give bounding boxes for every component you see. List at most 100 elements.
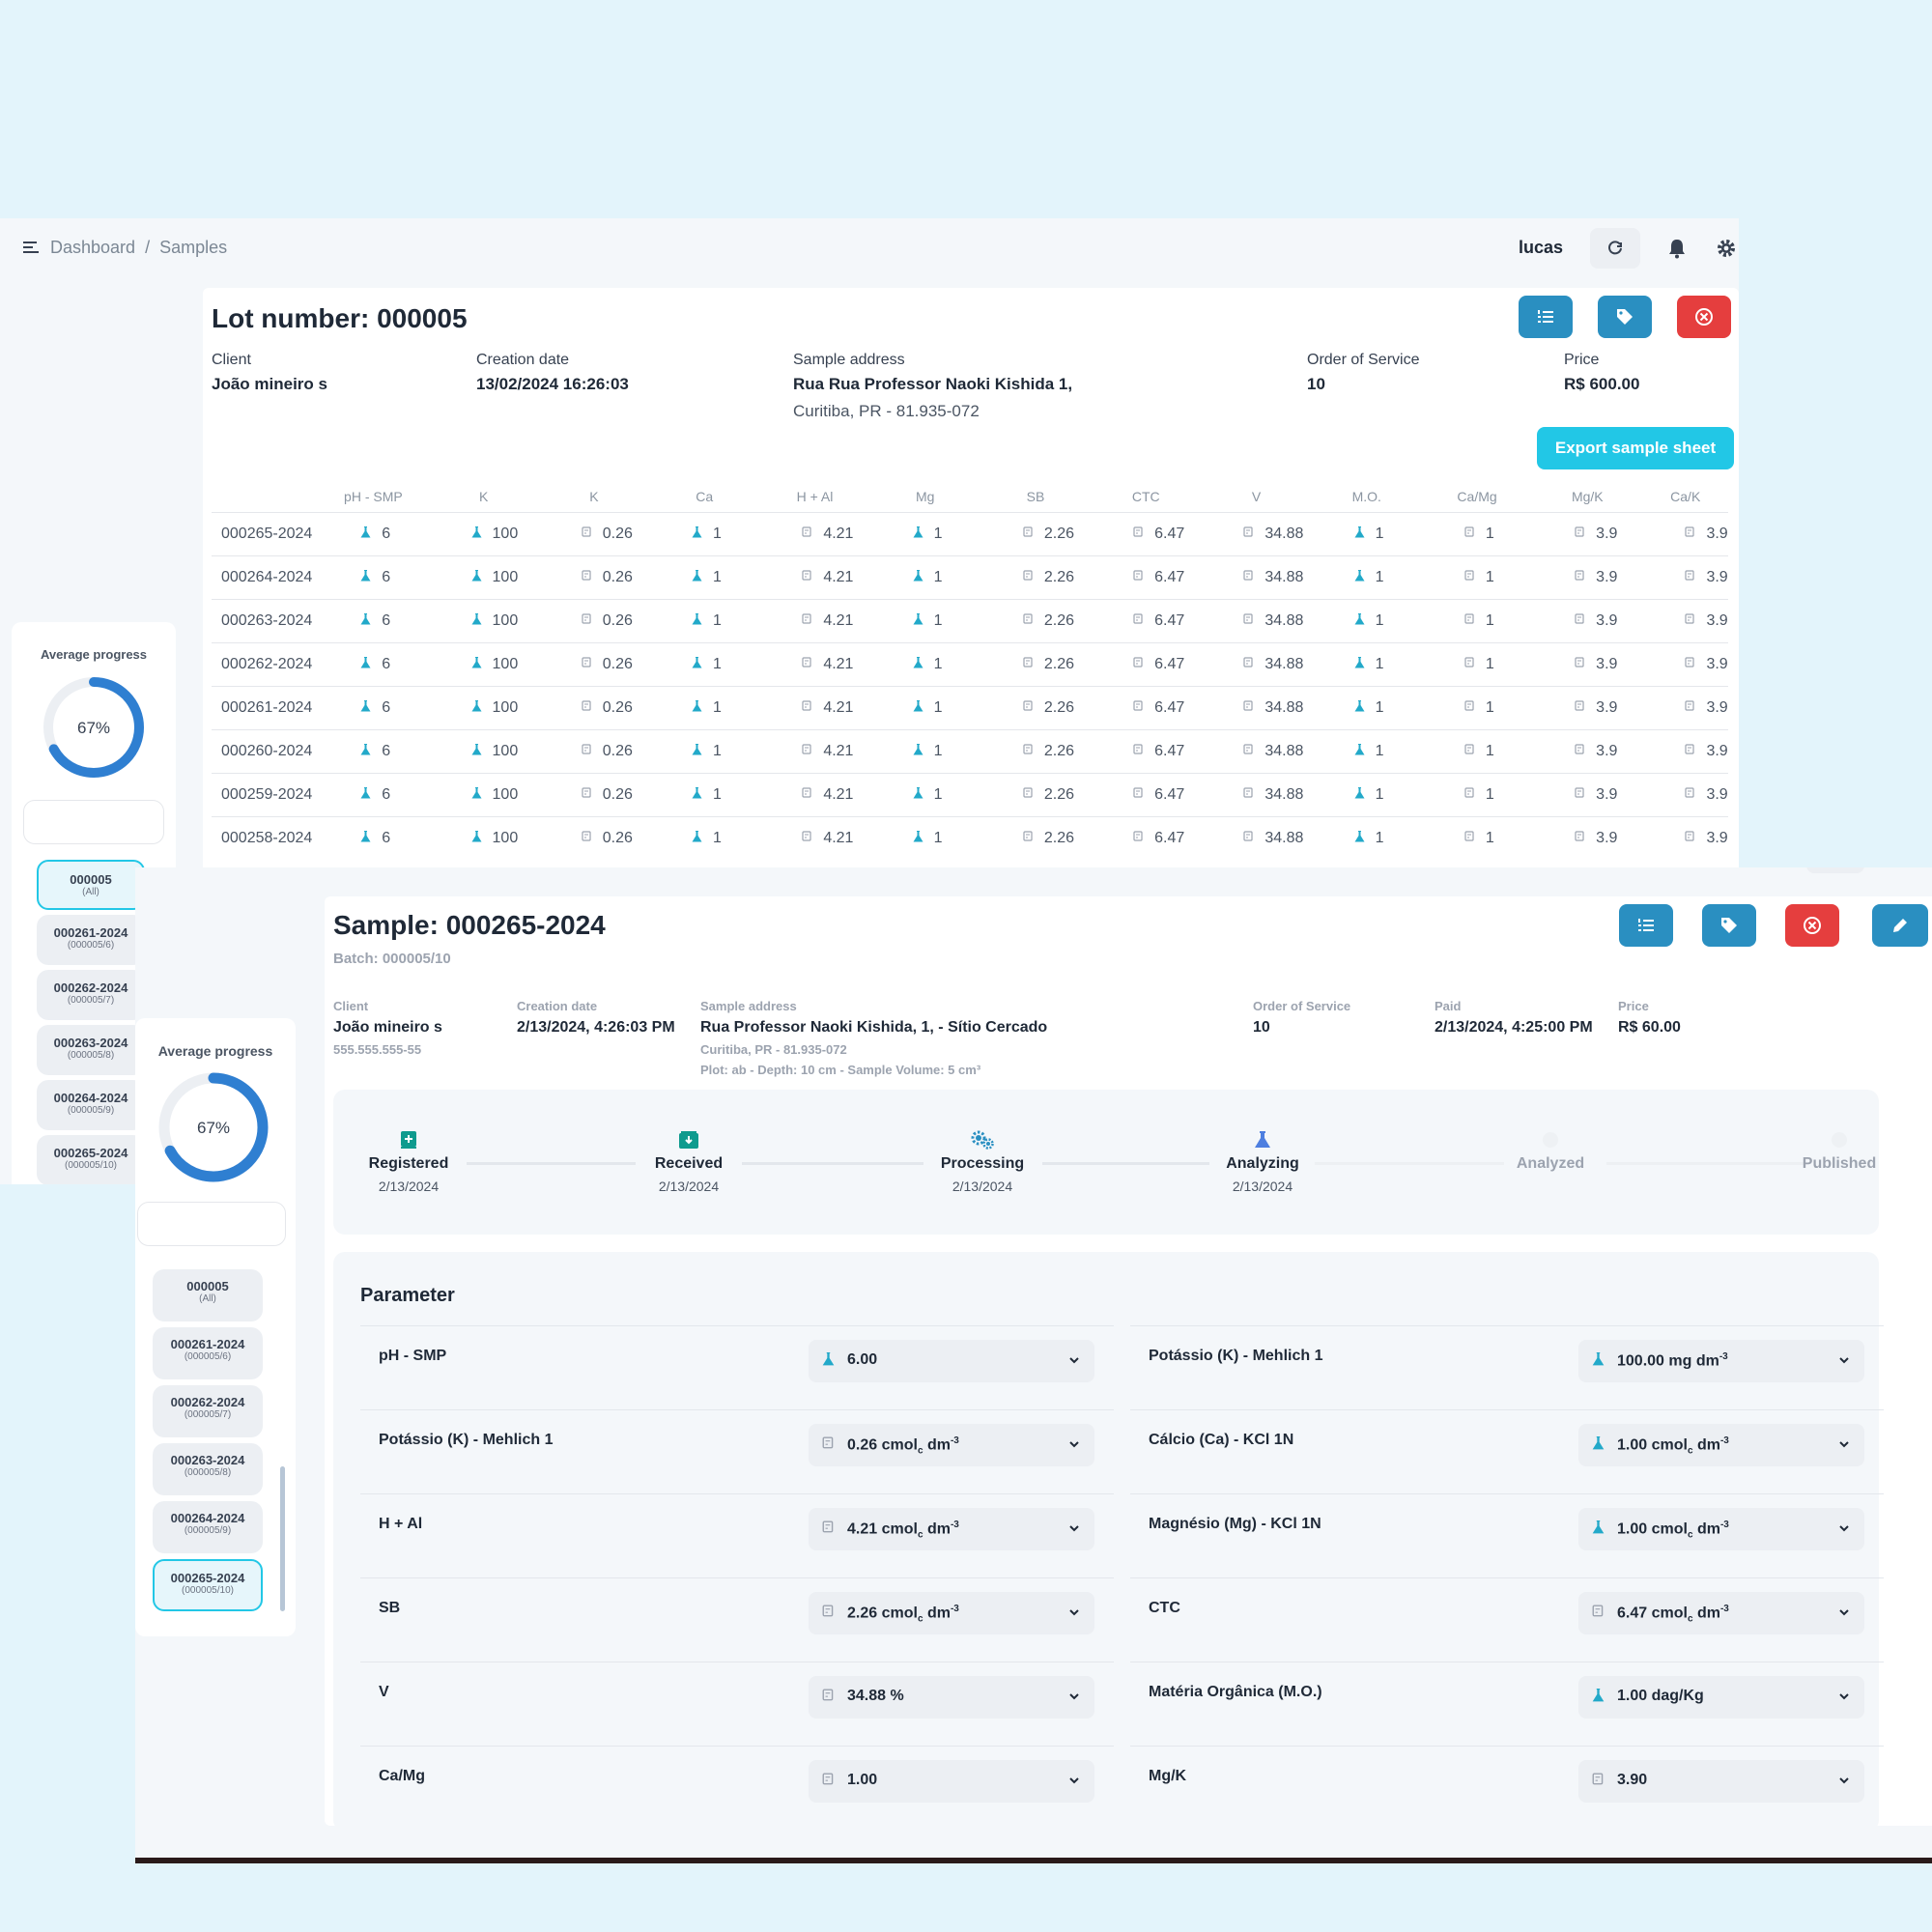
column-header[interactable]: Mg/K xyxy=(1571,488,1604,504)
column-header[interactable]: M.O. xyxy=(1351,488,1381,504)
table-cell: 100 xyxy=(428,598,539,642)
menu-icon[interactable] xyxy=(23,240,41,255)
table-row[interactable]: 000260-2024 6 100 0.26 1 4.21 1 2.26 6.47 34.88 1 1… xyxy=(212,728,1728,773)
table-cell: 34.88 xyxy=(1201,685,1312,729)
sidebar-item[interactable]: 000263-2024 (000005/8) xyxy=(153,1443,263,1495)
sidebar-item[interactable]: 000264-2024 (000005/9) xyxy=(37,1080,145,1130)
parameter-select[interactable]: 1.00 cmolc dm-3 xyxy=(1578,1424,1864,1466)
sample-id-cell[interactable]: 000258-2024 xyxy=(212,815,319,860)
table-cell: 100 xyxy=(428,772,539,816)
column-header[interactable]: V xyxy=(1251,488,1262,504)
cell-value: 6 xyxy=(382,655,391,672)
parameter-select[interactable]: 1.00 dag/Kg xyxy=(1578,1676,1864,1719)
sample-id-cell[interactable]: 000265-2024 xyxy=(212,511,319,555)
sample-id-cell[interactable]: 000260-2024 xyxy=(212,728,319,773)
user-name[interactable]: lucas xyxy=(1519,238,1564,257)
sidebar-item[interactable]: 000261-2024 (000005/6) xyxy=(37,915,145,965)
sidebar-item[interactable]: 000263-2024 (000005/8) xyxy=(37,1025,145,1075)
list-button[interactable] xyxy=(1519,296,1573,338)
sidebar-item[interactable]: 000265-2024 (000005/10) xyxy=(37,1135,145,1184)
column-header[interactable]: Mg xyxy=(915,488,935,504)
parameter-select[interactable]: 0.26 cmolc dm-3 xyxy=(809,1424,1094,1466)
step-date: 2/13/2024 xyxy=(1232,1179,1293,1194)
cell-value: 1 xyxy=(933,655,943,672)
sidebar-scrollbar[interactable] xyxy=(280,1466,285,1611)
sidebar-item[interactable]: 000265-2024 (000005/10) xyxy=(153,1559,263,1611)
cancel-button[interactable] xyxy=(1677,296,1731,338)
sidebar-item[interactable]: 000005 (All) xyxy=(37,860,145,910)
column-header[interactable]: H + Al xyxy=(796,488,834,504)
sample-os: Order of Service 10 xyxy=(1253,999,1350,1037)
column-header[interactable]: pH - SMP xyxy=(344,488,403,504)
column-header[interactable]: Ca xyxy=(696,488,714,504)
parameter-select[interactable]: 2.26 cmolc dm-3 xyxy=(809,1592,1094,1634)
sample-search-input[interactable] xyxy=(23,800,164,844)
parameter-select[interactable]: 100.00 mg dm-3 xyxy=(1578,1340,1864,1382)
sidebar-item[interactable]: 000262-2024 (000005/7) xyxy=(37,970,145,1020)
parameter-value: 1.00 xyxy=(847,1772,877,1789)
table-row[interactable]: 000261-2024 6 100 0.26 1 4.21 1 2.26 6.47 34.88 1 1… xyxy=(212,685,1728,729)
parameter-select[interactable]: 1.00 cmolc dm-3 xyxy=(1578,1508,1864,1550)
column-header[interactable]: Ca/K xyxy=(1670,488,1701,504)
bell-icon[interactable] xyxy=(1667,238,1687,259)
table-cell: 6.47 xyxy=(1091,685,1202,729)
cell-value: 6.47 xyxy=(1154,742,1185,759)
parameter-select[interactable]: 6.00 xyxy=(809,1340,1094,1382)
column-header[interactable]: Ca/Mg xyxy=(1457,488,1497,504)
table-row[interactable]: 000258-2024 6 100 0.26 1 4.21 1 2.26 6.47 34.88 1 1… xyxy=(212,815,1728,860)
table-cell: 6 xyxy=(318,815,429,860)
sample-id-cell[interactable]: 000264-2024 xyxy=(212,554,319,599)
cancel-button[interactable] xyxy=(1785,904,1839,947)
edit-button[interactable] xyxy=(1872,904,1928,947)
sample-id-cell[interactable]: 000262-2024 xyxy=(212,641,319,686)
tag-button[interactable] xyxy=(1702,904,1756,947)
publish-icon xyxy=(1832,1132,1847,1148)
cell-value: 1 xyxy=(1485,742,1494,759)
column-header[interactable]: K xyxy=(478,488,489,504)
parameter-value: 1.00 cmolc dm-3 xyxy=(1617,1520,1729,1541)
gear-icon[interactable] xyxy=(1716,238,1737,259)
table-cell: 1 xyxy=(1311,728,1422,773)
cell-value: 4.21 xyxy=(823,655,854,672)
parameter-select[interactable]: 3.90 xyxy=(1578,1760,1864,1803)
table-cell: 4.21 xyxy=(759,728,870,773)
column-header[interactable]: K xyxy=(589,488,599,504)
client-label: Client xyxy=(212,352,251,368)
list-button[interactable] xyxy=(1619,904,1673,947)
sample-id-cell[interactable]: 000261-2024 xyxy=(212,685,319,729)
column-header[interactable]: CTC xyxy=(1131,488,1160,504)
sidebar-item[interactable]: 000261-2024 (000005/6) xyxy=(153,1327,263,1379)
sidebar-item[interactable]: 000264-2024 (000005/9) xyxy=(153,1501,263,1553)
sample-id-cell[interactable]: 000263-2024 xyxy=(212,598,319,642)
breadcrumb-dashboard[interactable]: Dashboard xyxy=(50,238,136,257)
cell-value: 2.26 xyxy=(1043,525,1074,542)
parameter-select[interactable]: 4.21 cmolc dm-3 xyxy=(809,1508,1094,1550)
refresh-button[interactable] xyxy=(1590,228,1640,269)
table-row[interactable]: 000262-2024 6 100 0.26 1 4.21 1 2.26 6.47 34.88 1 1… xyxy=(212,641,1728,686)
flask-icon xyxy=(692,786,703,802)
parameter-select[interactable]: 6.47 cmolc dm-3 xyxy=(1578,1592,1864,1634)
client-value: João mineiro s xyxy=(212,375,327,393)
table-row[interactable]: 000264-2024 6 100 0.26 1 4.21 1 2.26 6.47 34.88 1 1… xyxy=(212,554,1728,599)
table-cell: 0.26 xyxy=(538,511,650,555)
cell-value: 1 xyxy=(713,829,722,846)
table-row[interactable]: 000259-2024 6 100 0.26 1 4.21 1 2.26 6.47 34.88 1 1… xyxy=(212,772,1728,816)
export-sample-sheet-button[interactable]: Export sample sheet xyxy=(1537,427,1734,469)
parameter-select[interactable]: 1.00 xyxy=(809,1760,1094,1803)
breadcrumb-samples[interactable]: Samples xyxy=(159,238,228,257)
sample-search-input[interactable] xyxy=(137,1202,286,1246)
sidebar-item[interactable]: 000005 (All) xyxy=(153,1269,263,1321)
column-header[interactable]: SB xyxy=(1026,488,1045,504)
tag-button[interactable] xyxy=(1598,296,1652,338)
sample-id-cell[interactable]: 000259-2024 xyxy=(212,772,319,816)
parameter-select[interactable]: 34.88 % xyxy=(809,1676,1094,1719)
sidebar-item-batch: (000005/10) xyxy=(65,1160,117,1171)
flask-icon xyxy=(1354,786,1366,802)
top-bar: Dashboard / Samples lucas xyxy=(0,218,1739,278)
cell-value: 4.21 xyxy=(823,568,854,585)
flask-icon xyxy=(1354,699,1366,715)
table-row[interactable]: 000265-2024 6 100 0.26 1 4.21 1 2.26 6.47 34.88 1 1… xyxy=(212,511,1728,555)
table-row[interactable]: 000263-2024 6 100 0.26 1 4.21 1 2.26 6.47 34.88 1 1… xyxy=(212,598,1728,642)
batch-label: Batch: 000005/10 xyxy=(333,951,451,967)
sidebar-item[interactable]: 000262-2024 (000005/7) xyxy=(153,1385,263,1437)
